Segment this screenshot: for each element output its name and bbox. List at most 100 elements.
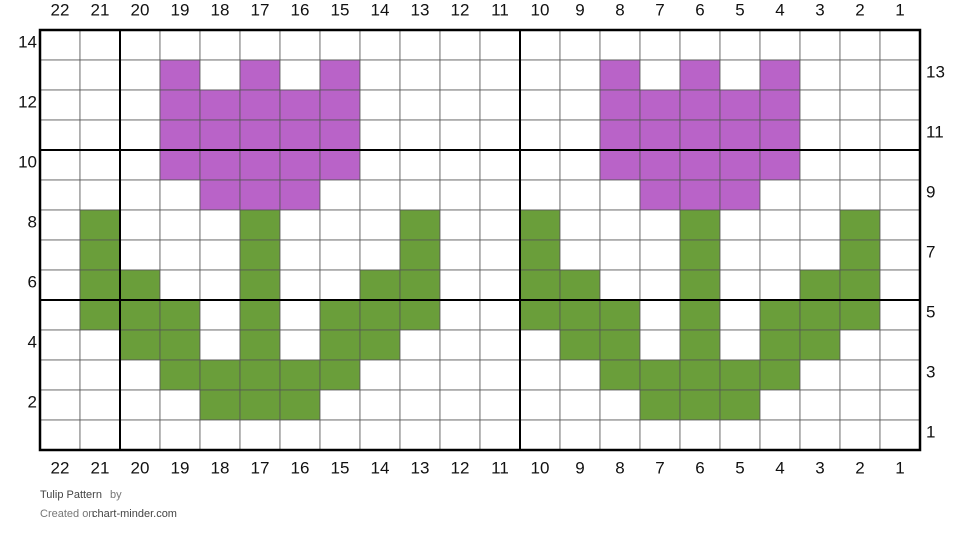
cell: [359, 299, 401, 331]
cell: [759, 269, 801, 301]
cell: [639, 89, 681, 121]
cell: [319, 119, 361, 151]
cell: [519, 239, 561, 271]
cell: [39, 419, 81, 451]
cell: [839, 359, 881, 391]
cell: [639, 239, 681, 271]
cell: [79, 119, 121, 151]
cell: [639, 149, 681, 181]
row-label: 9: [926, 182, 935, 201]
cell: [359, 209, 401, 241]
column-label: 1: [895, 0, 904, 19]
cell: [359, 119, 401, 151]
cell: [199, 29, 241, 61]
cell: [119, 299, 161, 331]
cell: [559, 359, 601, 391]
cell: [399, 419, 441, 451]
cell: [399, 239, 441, 271]
cell: [39, 179, 81, 211]
cell: [759, 419, 801, 451]
cell: [359, 419, 401, 451]
cell: [119, 359, 161, 391]
cell: [799, 179, 841, 211]
cell: [759, 209, 801, 241]
cell: [799, 359, 841, 391]
cell: [359, 269, 401, 301]
cell: [519, 119, 561, 151]
cell: [39, 89, 81, 121]
cell: [679, 89, 721, 121]
column-label: 15: [331, 0, 350, 19]
cell: [879, 329, 921, 361]
cell: [519, 89, 561, 121]
cell: [839, 89, 881, 121]
cell: [239, 329, 281, 361]
cell: [79, 29, 121, 61]
cell: [639, 359, 681, 391]
cell: [439, 269, 481, 301]
cell: [479, 29, 521, 61]
cell: [239, 29, 281, 61]
cell: [279, 419, 321, 451]
cell: [799, 239, 841, 271]
cell: [839, 59, 881, 91]
cell: [359, 149, 401, 181]
cell: [479, 299, 521, 331]
cell: [839, 209, 881, 241]
cell: [559, 209, 601, 241]
cell: [479, 149, 521, 181]
site-link[interactable]: chart-minder.com: [92, 508, 177, 520]
cell: [399, 389, 441, 421]
cell: [319, 89, 361, 121]
cell: [159, 359, 201, 391]
cell: [799, 29, 841, 61]
cell: [799, 89, 841, 121]
cell: [279, 329, 321, 361]
column-label: 3: [815, 458, 824, 477]
cell: [199, 329, 241, 361]
cell: [239, 269, 281, 301]
cell: [519, 209, 561, 241]
cell: [279, 89, 321, 121]
cell: [599, 299, 641, 331]
cell: [639, 179, 681, 211]
cell: [319, 329, 361, 361]
cell: [39, 29, 81, 61]
cell: [439, 419, 481, 451]
column-label: 2: [855, 0, 864, 19]
column-label: 1: [895, 458, 904, 477]
cell: [239, 359, 281, 391]
cell: [879, 89, 921, 121]
cell: [159, 149, 201, 181]
column-label: 9: [575, 458, 584, 477]
cell: [159, 119, 201, 151]
cell: [479, 269, 521, 301]
cell: [439, 359, 481, 391]
cell: [239, 419, 281, 451]
cell: [759, 329, 801, 361]
cell: [719, 59, 761, 91]
cell: [159, 59, 201, 91]
cell: [319, 59, 361, 91]
column-label: 18: [211, 458, 230, 477]
cell: [439, 209, 481, 241]
cell: [199, 89, 241, 121]
cell: [159, 209, 201, 241]
cell: [119, 179, 161, 211]
cell: [239, 239, 281, 271]
cell: [519, 299, 561, 331]
cell: [639, 419, 681, 451]
cell: [199, 269, 241, 301]
cell: [79, 359, 121, 391]
cell: [599, 89, 641, 121]
cell: [319, 389, 361, 421]
cell: [599, 29, 641, 61]
column-label: 12: [451, 458, 470, 477]
cell: [119, 119, 161, 151]
cell: [679, 419, 721, 451]
cell: [439, 239, 481, 271]
cell: [199, 149, 241, 181]
cell: [439, 329, 481, 361]
row-label: 10: [18, 152, 37, 171]
cell: [679, 329, 721, 361]
